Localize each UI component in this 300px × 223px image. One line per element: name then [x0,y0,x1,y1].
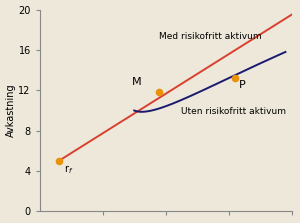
Text: r$_f$: r$_f$ [64,163,73,176]
Text: Uten risikofritt aktivum: Uten risikofritt aktivum [181,107,286,116]
Text: M: M [132,77,141,87]
Text: P: P [239,80,246,90]
Text: Med risikofritt aktivum: Med risikofritt aktivum [159,32,262,41]
Y-axis label: Avkastning: Avkastning [6,84,16,137]
